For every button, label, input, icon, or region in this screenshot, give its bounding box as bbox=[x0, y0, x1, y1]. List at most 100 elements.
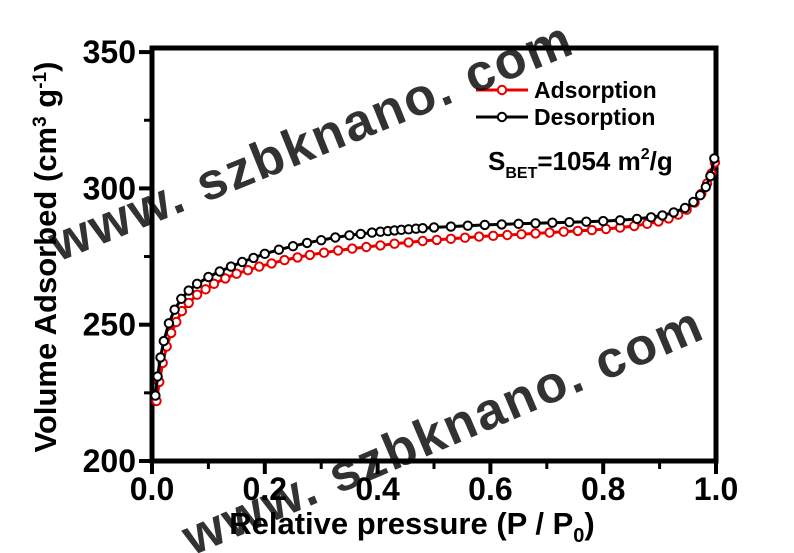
x-tick-label: 0.4 bbox=[355, 471, 400, 507]
data-point-marker bbox=[266, 258, 277, 269]
legend-entry-adsorption: Adsorption bbox=[476, 77, 657, 103]
data-point-marker bbox=[417, 235, 428, 247]
y-tick-label: 250 bbox=[83, 307, 136, 343]
data-point-marker bbox=[183, 285, 194, 296]
data-point-marker bbox=[709, 153, 720, 164]
data-point-marker bbox=[152, 371, 163, 382]
data-point-marker bbox=[572, 225, 583, 237]
data-point-marker bbox=[361, 241, 372, 253]
data-point-marker bbox=[301, 237, 313, 249]
data-point-marker bbox=[530, 228, 541, 239]
data-point-marker bbox=[459, 232, 471, 243]
data-point-marker bbox=[254, 261, 265, 272]
data-point-marker bbox=[191, 289, 203, 300]
data-point-marker bbox=[462, 220, 473, 231]
data-point-marker bbox=[488, 230, 499, 242]
sbet-annotation: SBET=1054 m2/g bbox=[488, 146, 673, 182]
data-point-marker bbox=[530, 218, 541, 229]
data-point-marker bbox=[705, 170, 716, 182]
data-point-marker bbox=[417, 223, 428, 234]
data-point-marker bbox=[564, 217, 575, 228]
data-point-marker bbox=[657, 210, 668, 221]
y-tick-label: 300 bbox=[83, 170, 136, 206]
x-tick-label: 0.8 bbox=[581, 471, 625, 507]
data-point-marker bbox=[169, 304, 180, 315]
data-point-marker bbox=[688, 196, 699, 208]
data-point-marker bbox=[389, 238, 400, 249]
data-point-marker bbox=[225, 261, 237, 272]
y-tick-label: 200 bbox=[83, 443, 136, 479]
data-point-marker bbox=[403, 237, 414, 248]
data-point-marker bbox=[344, 230, 355, 241]
data-point-marker bbox=[347, 243, 358, 254]
data-point-marker bbox=[581, 216, 592, 227]
data-series bbox=[150, 153, 721, 407]
data-point-marker bbox=[231, 268, 242, 279]
data-point-marker bbox=[287, 241, 299, 252]
data-point-marker bbox=[304, 249, 316, 261]
data-point-marker bbox=[695, 190, 706, 201]
data-point-marker bbox=[332, 245, 344, 256]
data-point-marker bbox=[375, 240, 386, 251]
data-point-marker bbox=[668, 207, 679, 218]
x-tick-label: 0.6 bbox=[468, 471, 512, 507]
x-tick-label: 0.2 bbox=[243, 471, 287, 507]
data-point-marker bbox=[645, 212, 657, 223]
data-point-marker bbox=[191, 278, 203, 289]
data-point-marker bbox=[330, 232, 341, 243]
data-point-marker bbox=[318, 247, 330, 258]
data-point-marker bbox=[316, 235, 327, 246]
data-point-marker bbox=[428, 222, 440, 233]
data-point-marker bbox=[220, 273, 231, 284]
data-point-marker bbox=[366, 227, 378, 238]
legend-marker-desorption bbox=[496, 111, 508, 123]
y-axis-title: Volume Adsorbed (cm3 g-1) bbox=[28, 62, 63, 453]
data-point-marker bbox=[237, 256, 248, 268]
series-desorption bbox=[150, 153, 720, 401]
data-point-marker bbox=[158, 335, 170, 347]
data-point-marker bbox=[163, 318, 175, 329]
legend-marker-adsorption bbox=[496, 84, 508, 96]
y-tick-label: 350 bbox=[83, 34, 136, 70]
data-point-marker bbox=[479, 219, 490, 231]
data-point-marker bbox=[355, 228, 366, 240]
axis-ticks bbox=[139, 50, 718, 474]
data-point-marker bbox=[183, 297, 194, 309]
data-point-marker bbox=[242, 265, 254, 276]
data-point-marker bbox=[248, 252, 259, 264]
data-point-marker bbox=[502, 229, 513, 241]
data-point-marker bbox=[214, 266, 225, 277]
data-point-marker bbox=[516, 229, 527, 240]
data-point-marker bbox=[679, 202, 691, 214]
data-point-marker bbox=[513, 218, 524, 230]
legend-entry-desorption: Desorption bbox=[476, 104, 655, 130]
axis-tick-labels: 0.0 0.2 0.4 0.6 0.8 1.0 200 250 300 350 bbox=[83, 34, 739, 507]
data-point-marker bbox=[598, 215, 609, 227]
data-point-marker bbox=[614, 215, 626, 226]
data-point-marker bbox=[445, 221, 457, 232]
data-point-marker bbox=[700, 181, 711, 193]
data-point-marker bbox=[150, 390, 161, 401]
legend: Adsorption Desorption bbox=[476, 77, 657, 130]
x-axis-title: Relative pressure (P / P0) bbox=[229, 506, 595, 547]
data-point-marker bbox=[473, 231, 485, 242]
data-point-marker bbox=[496, 219, 507, 230]
data-point-marker bbox=[208, 278, 220, 289]
x-tick-label: 0.0 bbox=[130, 471, 174, 507]
data-point-marker bbox=[203, 271, 214, 283]
legend-label-adsorption: Adsorption bbox=[534, 77, 657, 103]
data-point-marker bbox=[431, 234, 442, 246]
data-point-marker bbox=[155, 352, 166, 363]
data-point-marker bbox=[544, 227, 555, 238]
data-point-marker bbox=[547, 217, 558, 228]
legend-label-desorption: Desorption bbox=[534, 104, 655, 130]
data-point-marker bbox=[445, 233, 457, 245]
data-point-marker bbox=[558, 226, 569, 237]
x-tick-label: 1.0 bbox=[694, 471, 738, 507]
data-point-marker bbox=[273, 244, 285, 255]
data-point-marker bbox=[176, 293, 187, 304]
data-point-marker bbox=[586, 224, 598, 236]
data-point-marker bbox=[200, 284, 211, 295]
